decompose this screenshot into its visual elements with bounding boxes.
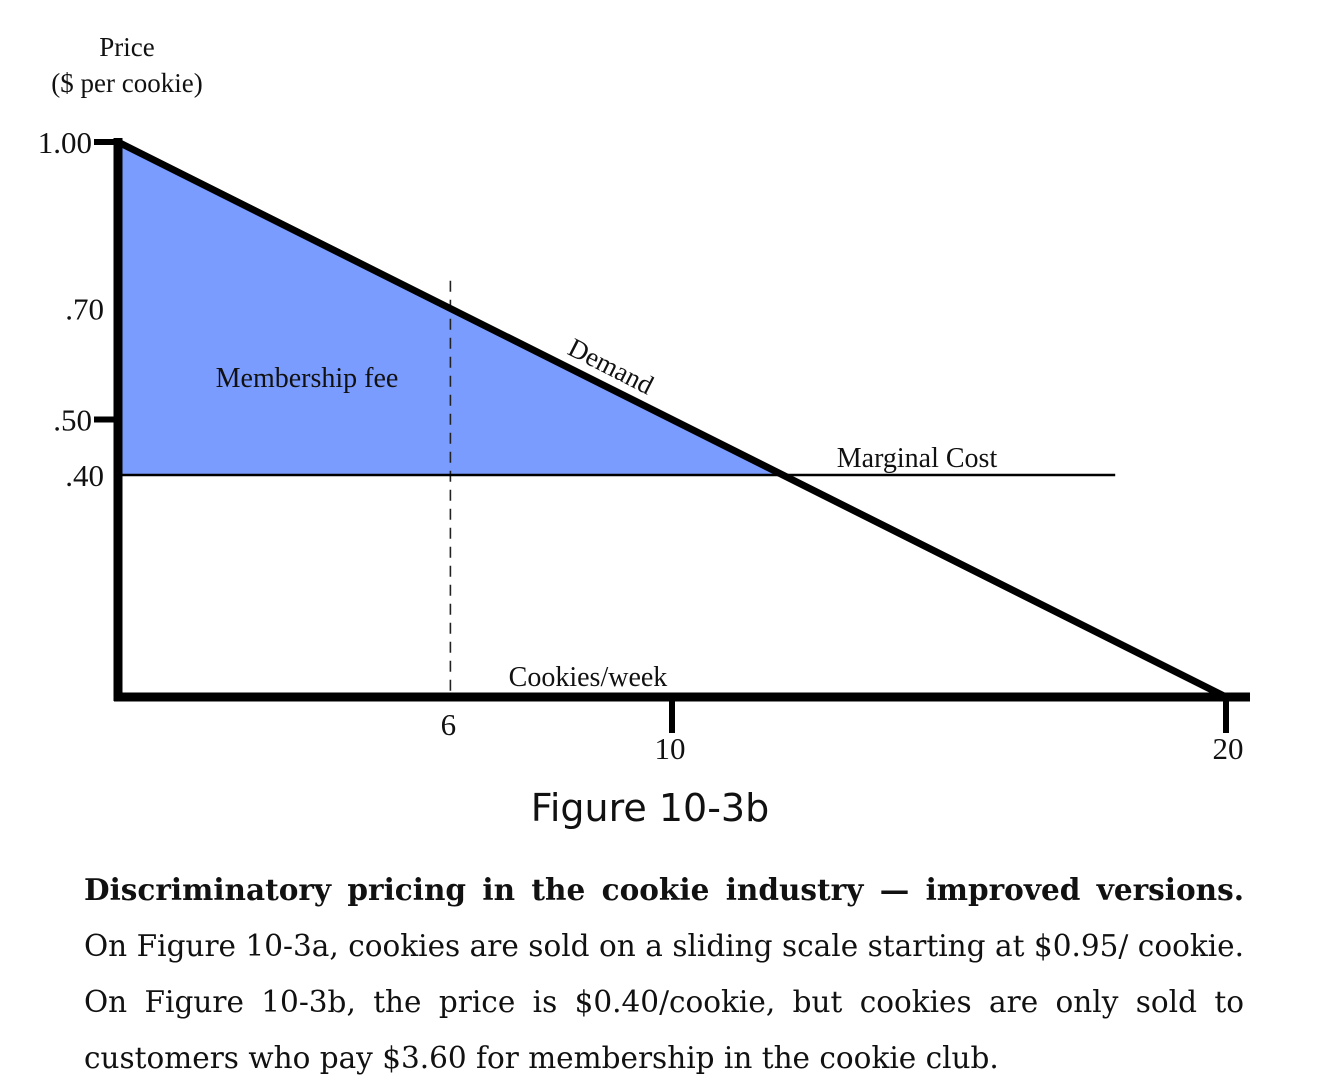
y-axis-unit-label: ($ per cookie): [51, 68, 202, 98]
x-tick-label: 10: [655, 731, 686, 766]
x-tick-label: 20: [1213, 731, 1244, 766]
figure-title: Figure 10-3b: [530, 786, 770, 830]
x-tick-label: 6: [441, 707, 457, 742]
membership-fee-label: Membership fee: [216, 363, 399, 394]
y-axis-label: Price: [99, 32, 154, 62]
demand-line: [114, 138, 1230, 701]
x-axis-label: Cookies/week: [509, 662, 668, 693]
y-tick-label: 1.00: [38, 125, 92, 160]
y-tick-label: .70: [65, 292, 104, 327]
y-tick-label: .50: [53, 403, 92, 438]
chart: 1.00 .70 .50 .40 6 10 20 Price ($ per cookie) Coo…: [38, 32, 1250, 766]
caption-text: On Figure 10-3a, cookies are sold on a s…: [84, 929, 1244, 1075]
caption-bold: Discriminatory pricing in the cookie ind…: [84, 872, 1244, 907]
y-tick-label: .40: [65, 458, 104, 493]
marginal-cost-label: Marginal Cost: [837, 443, 998, 474]
figure-caption: Discriminatory pricing in the cookie ind…: [84, 862, 1244, 1086]
